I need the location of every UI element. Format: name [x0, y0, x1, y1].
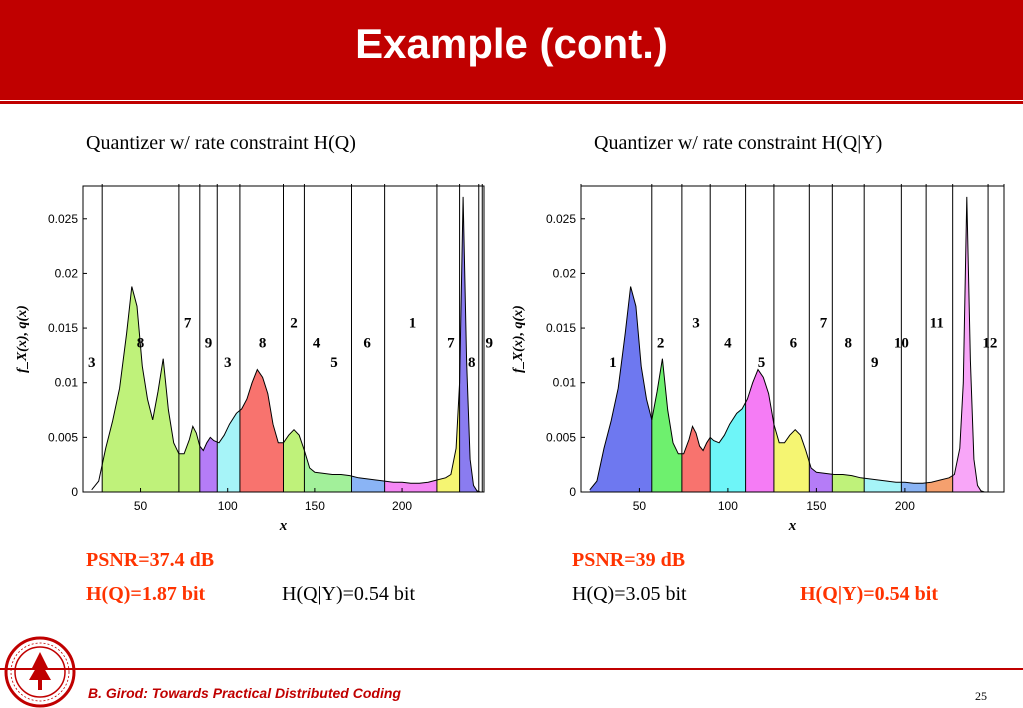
left-cell-3 [199, 437, 218, 492]
right-region-label: 10 [894, 335, 909, 351]
left-axes-box [82, 185, 485, 493]
right-quantizer-chart: 0 0.005 0.01 0.015 0.02 0.025 50 100 150 200 x f_X(… [511, 184, 1005, 534]
left-ytick-label: 0 [71, 485, 78, 499]
right-ytick-label: 0.02 [553, 266, 577, 280]
right-xtick-label: 150 [806, 499, 826, 513]
left-cell-2 [178, 426, 200, 492]
right-region-label: 5 [758, 355, 766, 371]
right-ytick-label: 0.01 [553, 376, 577, 390]
stanford-seal-logo [4, 636, 76, 708]
right-region-label: 1 [609, 355, 617, 371]
right-cell-5 [745, 369, 774, 492]
footer-divider [0, 668, 1023, 670]
left-cell-6 [283, 429, 305, 492]
left-psnr: PSNR=37.4 dB [86, 549, 215, 571]
right-ytick-label: 0.025 [546, 212, 576, 226]
left-xtick-label: 50 [134, 499, 148, 513]
left-ylabel: f_X(x), q(x) [15, 305, 30, 373]
left-density-curve [91, 196, 481, 493]
right-xtick-label: 100 [718, 499, 738, 513]
left-xtick-label: 200 [392, 499, 412, 513]
left-cell-1 [102, 286, 179, 492]
right-region-label: 4 [724, 335, 732, 351]
right-region-label: 8 [845, 335, 853, 351]
left-region-label: 1 [409, 316, 417, 332]
left-region-label: 3 [88, 355, 96, 371]
right-ytick-label: 0.005 [546, 430, 576, 444]
left-xtick-label: 150 [305, 499, 325, 513]
header-divider [0, 101, 1023, 104]
right-cell-8 [832, 474, 865, 492]
right-cell-2 [651, 358, 682, 492]
slide-title: Example (cont.) [355, 20, 668, 67]
left-xtick-label: 100 [218, 499, 238, 513]
footer-text: B. Girod: Towards Practical Distributed … [88, 685, 401, 701]
left-xlabel: x [279, 518, 288, 534]
left-region-label: 8 [259, 335, 267, 351]
right-cell-7 [809, 462, 833, 492]
right-axes-box [580, 185, 1005, 493]
right-cell-12 [952, 196, 985, 492]
right-region-label: 12 [982, 335, 997, 351]
left-cell-7 [304, 450, 352, 492]
left-region-label: 5 [330, 355, 338, 371]
left-cell-5 [239, 369, 284, 492]
left-quantizer-chart: 0 0.005 0.01 0.015 0.02 0.025 50 100 150 200 x f_X(… [15, 184, 493, 534]
right-cell-4 [710, 402, 746, 492]
left-region-label: 7 [184, 316, 192, 332]
right-cell-1 [589, 286, 652, 492]
right-density-curve [589, 196, 985, 493]
left-ytick-label: 0.025 [48, 212, 78, 226]
left-region-label: 4 [313, 335, 321, 351]
left-region-label: 2 [290, 316, 298, 332]
left-ytick-label: 0.005 [48, 430, 78, 444]
left-ytick-label: 0.02 [55, 266, 79, 280]
right-hqy: H(Q|Y)=0.54 bit [800, 583, 939, 605]
left-region-label: 8 [468, 355, 476, 371]
left-region-label: 8 [137, 335, 145, 351]
right-hq: H(Q)=3.05 bit [572, 583, 687, 605]
right-xtick-label: 50 [633, 499, 647, 513]
left-region-label: 7 [447, 335, 455, 351]
left-region-label: 9 [485, 335, 493, 351]
right-cell-11 [926, 475, 953, 492]
right-psnr: PSNR=39 dB [572, 549, 686, 571]
left-ytick-label: 0.01 [55, 376, 79, 390]
left-chart-subtitle: Quantizer w/ rate constraint H(Q) [86, 132, 356, 154]
right-cell-3 [681, 426, 711, 492]
left-hq: H(Q)=1.87 bit [86, 583, 206, 605]
left-ytick-label: 0.015 [48, 321, 78, 335]
left-cell-4 [217, 410, 240, 492]
left-region-label: 3 [224, 355, 232, 371]
right-xtick-label: 200 [895, 499, 915, 513]
left-region-label: 9 [205, 335, 213, 351]
right-ytick-label: 0.015 [546, 321, 576, 335]
left-hqy: H(Q|Y)=0.54 bit [282, 583, 416, 605]
right-xlabel: x [788, 518, 797, 534]
right-region-label: 11 [930, 316, 944, 332]
right-region-label: 9 [871, 355, 879, 371]
right-ylabel: f_X(x), q(x) [511, 305, 526, 373]
right-cell-9 [864, 478, 902, 492]
left-cell-10 [436, 382, 460, 492]
right-ytick-label: 0 [569, 485, 576, 499]
right-cell-10 [901, 482, 927, 492]
left-region-label: 6 [363, 335, 371, 351]
slide-header [0, 0, 1023, 100]
right-region-label: 2 [657, 335, 665, 351]
right-region-label: 6 [790, 335, 798, 351]
page-number: 25 [975, 689, 987, 703]
right-chart-subtitle: Quantizer w/ rate constraint H(Q|Y) [594, 132, 883, 154]
right-region-label: 3 [692, 316, 700, 332]
left-cell-8 [351, 476, 385, 492]
right-cell-6 [773, 424, 810, 492]
right-region-label: 7 [820, 316, 828, 332]
